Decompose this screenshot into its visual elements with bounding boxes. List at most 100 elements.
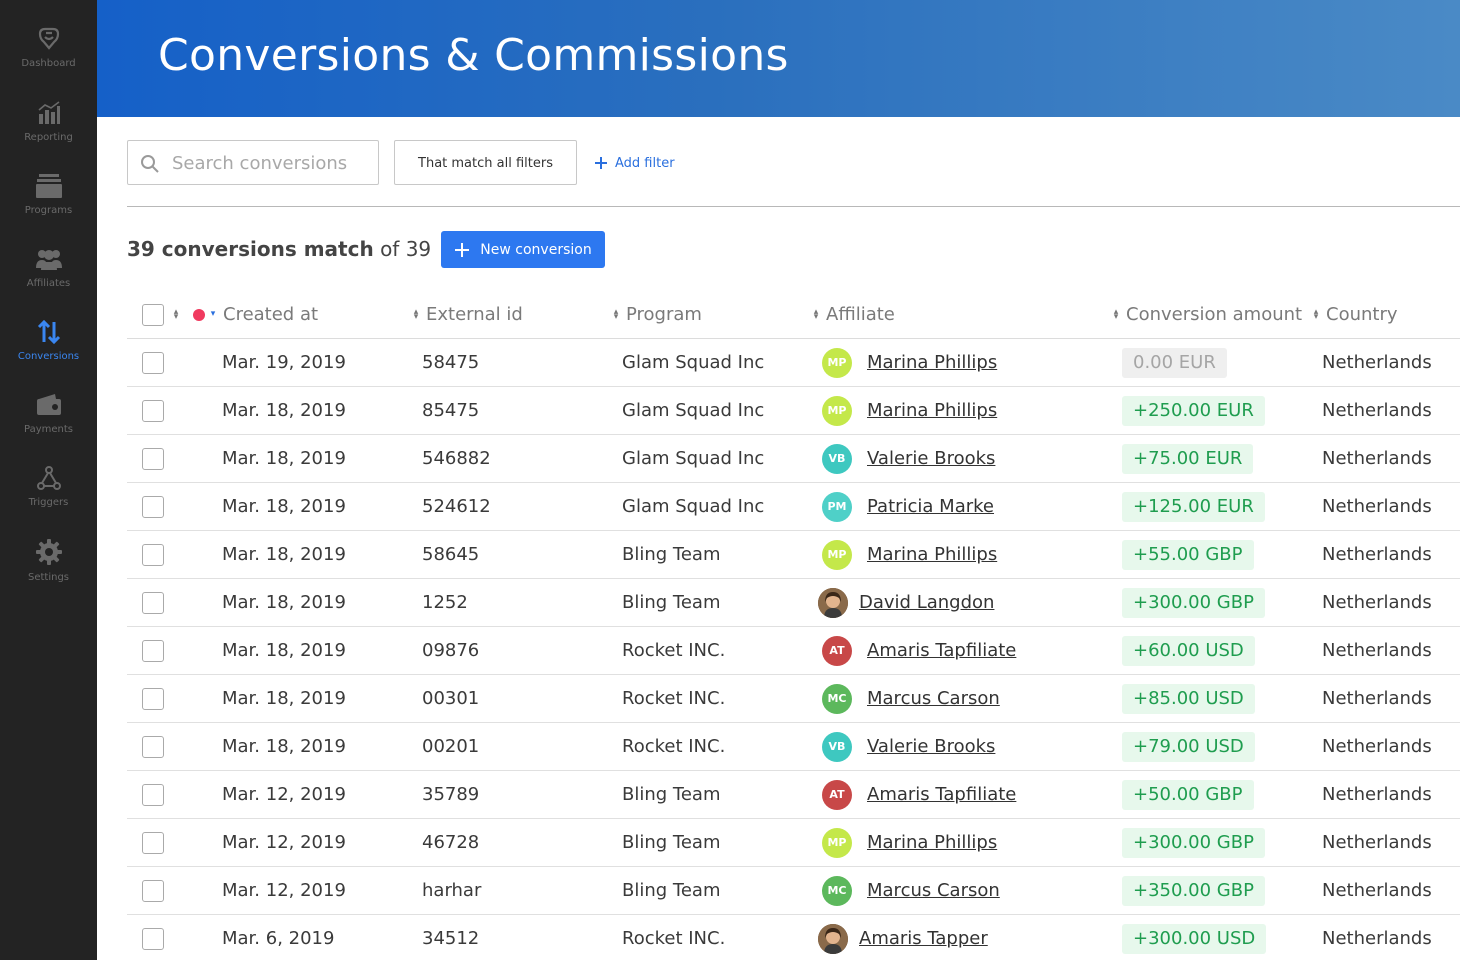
table-row[interactable]: Mar. 12, 2019 46728 Bling Team MP Marina… — [127, 819, 1460, 867]
column-affiliate[interactable]: ▴ ▾ Affiliate — [810, 291, 895, 338]
nav-item-affiliates[interactable]: Affiliates — [0, 246, 97, 319]
row-checkbox[interactable] — [142, 448, 164, 470]
conversion-amount-badge: 0.00 EUR — [1122, 348, 1227, 378]
column-label: Program — [626, 304, 702, 325]
select-sort-toggle[interactable]: ▴ ▾ — [170, 291, 186, 338]
nav-item-reporting[interactable]: Reporting — [0, 100, 97, 173]
affiliate-link[interactable]: Amaris Tapper — [859, 928, 988, 949]
table-row[interactable]: Mar. 18, 2019 524612 Glam Squad Inc PM P… — [127, 483, 1460, 531]
avatar: MP — [822, 396, 852, 426]
row-checkbox[interactable] — [142, 736, 164, 758]
created-at-cell: Mar. 18, 2019 — [222, 640, 346, 661]
external-id-cell: 35789 — [422, 784, 480, 805]
row-checkbox[interactable] — [142, 496, 164, 518]
created-at-cell: Mar. 19, 2019 — [222, 352, 346, 373]
program-cell: Bling Team — [622, 880, 721, 901]
column-label: Conversion amount — [1126, 304, 1303, 325]
nav-item-triggers[interactable]: Triggers — [0, 465, 97, 538]
program-cell: Rocket INC. — [622, 736, 726, 757]
search-input[interactable] — [172, 149, 372, 177]
affiliate-link[interactable]: David Langdon — [859, 592, 995, 613]
conversion-amount-badge: +300.00 USD — [1122, 924, 1267, 954]
conversion-amount-badge: +75.00 EUR — [1122, 444, 1254, 474]
row-checkbox[interactable] — [142, 784, 164, 806]
affiliate-link[interactable]: Amaris Tapfiliate — [867, 784, 1017, 805]
column-external-id[interactable]: ▴ ▾ External id — [410, 291, 523, 338]
avatar: MC — [822, 876, 852, 906]
row-checkbox[interactable] — [142, 880, 164, 902]
country-cell: Netherlands — [1322, 640, 1432, 661]
affiliate-link[interactable]: Valerie Brooks — [867, 448, 996, 469]
program-cell: Bling Team — [622, 544, 721, 565]
page-title: Conversions & Commissions — [158, 30, 789, 81]
nav-label: Triggers — [28, 497, 69, 508]
created-at-cell: Mar. 18, 2019 — [222, 688, 346, 709]
created-at-cell: Mar. 12, 2019 — [222, 784, 346, 805]
triggers-icon — [36, 466, 61, 490]
avatar: AT — [822, 780, 852, 810]
table-row[interactable]: Mar. 18, 2019 85475 Glam Squad Inc MP Ma… — [127, 387, 1460, 435]
add-filter-link[interactable]: Add filter — [593, 152, 675, 174]
affiliate-link[interactable]: Marina Phillips — [867, 544, 998, 565]
avatar: PM — [822, 492, 852, 522]
country-cell: Netherlands — [1322, 928, 1432, 949]
row-checkbox[interactable] — [142, 352, 164, 374]
nav-item-dashboard[interactable]: Dashboard — [0, 26, 97, 99]
created-at-cell: Mar. 12, 2019 — [222, 832, 346, 853]
table-row[interactable]: Mar. 18, 2019 58645 Bling Team MP Marina… — [127, 531, 1460, 579]
column-conversion-amount[interactable]: ▴ ▾ Conversion amount — [1110, 291, 1302, 338]
nav-label: Dashboard — [21, 58, 76, 69]
affiliate-link[interactable]: Amaris Tapfiliate — [867, 640, 1017, 661]
column-label: Affiliate — [826, 304, 895, 325]
table-row[interactable]: Mar. 12, 2019 35789 Bling Team AT Amaris… — [127, 771, 1460, 819]
table-row[interactable]: Mar. 18, 2019 09876 Rocket INC. AT Amari… — [127, 627, 1460, 675]
column-label: Created at — [223, 304, 319, 325]
column-program[interactable]: ▴ ▾ Program — [610, 291, 702, 338]
search-box[interactable] — [127, 140, 379, 185]
row-checkbox[interactable] — [142, 832, 164, 854]
row-checkbox[interactable] — [142, 928, 164, 950]
created-at-cell: Mar. 18, 2019 — [222, 448, 346, 469]
affiliate-link[interactable]: Marina Phillips — [867, 352, 998, 373]
stack-icon — [35, 174, 62, 198]
sort-icon: ▴ ▾ — [413, 306, 419, 322]
table-row[interactable]: Mar. 18, 2019 00301 Rocket INC. MC Marcu… — [127, 675, 1460, 723]
nav-item-conversions[interactable]: Conversions — [0, 319, 97, 392]
select-all-checkbox[interactable] — [142, 304, 164, 326]
program-cell: Rocket INC. — [622, 640, 726, 661]
affiliate-link[interactable]: Patricia Marke — [867, 496, 995, 517]
column-country[interactable]: ▴ ▾ Country — [1310, 291, 1398, 338]
affiliate-link[interactable]: Valerie Brooks — [867, 736, 996, 757]
row-checkbox[interactable] — [142, 544, 164, 566]
affiliate-link[interactable]: Marcus Carson — [867, 688, 1000, 709]
sort-icon: ▴ ▾ — [813, 306, 819, 322]
created-at-cell: Mar. 18, 2019 — [222, 592, 346, 613]
affiliate-link[interactable]: Marcus Carson — [867, 880, 1000, 901]
row-checkbox[interactable] — [142, 400, 164, 422]
new-conversion-button[interactable]: New conversion — [441, 231, 605, 268]
nav-item-settings[interactable]: Settings — [0, 538, 97, 611]
row-checkbox[interactable] — [142, 640, 164, 662]
table-row[interactable]: Mar. 18, 2019 546882 Glam Squad Inc VB V… — [127, 435, 1460, 483]
column-label: External id — [426, 304, 523, 325]
table-row[interactable]: Mar. 6, 2019 34512 Rocket INC. Amaris Ta… — [127, 915, 1460, 960]
avatar: MP — [822, 540, 852, 570]
created-at-cell: Mar. 12, 2019 — [222, 880, 346, 901]
affiliate-link[interactable]: Marina Phillips — [867, 832, 998, 853]
table-row[interactable]: Mar. 18, 2019 1252 Bling Team David Lang… — [127, 579, 1460, 627]
row-checkbox[interactable] — [142, 688, 164, 710]
avatar: VB — [822, 732, 852, 762]
table-row[interactable]: Mar. 18, 2019 00201 Rocket INC. VB Valer… — [127, 723, 1460, 771]
nav-label: Payments — [24, 424, 73, 435]
table-row[interactable]: Mar. 19, 2019 58475 Glam Squad Inc MP Ma… — [127, 339, 1460, 387]
match-count-total: of 39 — [380, 237, 432, 261]
affiliate-link[interactable]: Marina Phillips — [867, 400, 998, 421]
column-created-at[interactable]: ▾ Created at — [193, 291, 318, 338]
filter-mode-button[interactable]: That match all filters — [394, 140, 577, 185]
row-checkbox[interactable] — [142, 592, 164, 614]
country-cell: Netherlands — [1322, 736, 1432, 757]
table-row[interactable]: Mar. 12, 2019 harhar Bling Team MC Marcu… — [127, 867, 1460, 915]
nav-item-programs[interactable]: Programs — [0, 173, 97, 246]
nav-label: Settings — [27, 572, 69, 583]
nav-item-payments[interactable]: Payments — [0, 392, 97, 465]
